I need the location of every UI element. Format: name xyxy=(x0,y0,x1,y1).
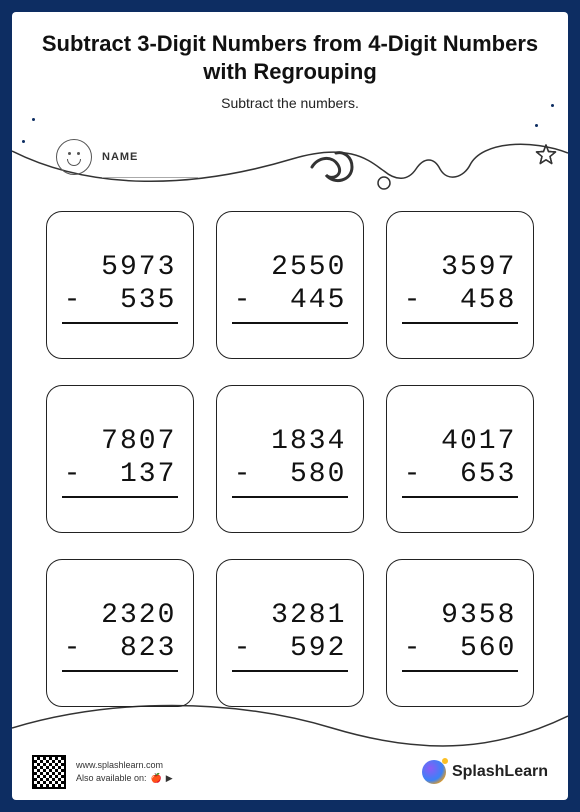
footer: www.splashlearn.com Also available on: 🍎… xyxy=(12,744,568,800)
answer-line[interactable] xyxy=(62,322,178,324)
problem-grid: 5973- 535 2550- 445 3597- 458 7807- 137 … xyxy=(12,211,568,707)
footer-url: www.splashlearn.com xyxy=(76,759,173,773)
subtrahend: - 535 xyxy=(64,285,177,316)
answer-line[interactable] xyxy=(402,670,518,672)
minuend: 5973 xyxy=(64,252,177,283)
problem-card: 2320- 823 xyxy=(46,559,194,707)
brand-name: SplashLearn xyxy=(452,763,548,781)
top-decoration: NAME xyxy=(12,121,568,199)
minuend: 3281 xyxy=(234,600,347,631)
subtrahend: - 580 xyxy=(234,459,347,490)
name-input-line[interactable] xyxy=(102,177,198,178)
footer-available: Also available on: xyxy=(76,772,147,786)
answer-line[interactable] xyxy=(402,496,518,498)
problem-card: 7807- 137 xyxy=(46,385,194,533)
minuend: 3597 xyxy=(404,252,517,283)
subtrahend: - 445 xyxy=(234,285,347,316)
minuend: 2320 xyxy=(64,600,177,631)
name-field: NAME xyxy=(56,139,138,175)
problem-card: 3597- 458 xyxy=(386,211,534,359)
problem-card: 9358- 560 xyxy=(386,559,534,707)
subtrahend: - 823 xyxy=(64,633,177,664)
minuend: 2550 xyxy=(234,252,347,283)
answer-line[interactable] xyxy=(232,496,348,498)
subtrahend: - 653 xyxy=(404,459,517,490)
answer-line[interactable] xyxy=(232,322,348,324)
subtrahend: - 560 xyxy=(404,633,517,664)
answer-line[interactable] xyxy=(232,670,348,672)
answer-line[interactable] xyxy=(62,670,178,672)
apple-icon: 🍎 xyxy=(151,772,162,786)
footer-text: www.splashlearn.com Also available on: 🍎… xyxy=(76,759,173,786)
minuend: 9358 xyxy=(404,600,517,631)
problem-card: 3281- 592 xyxy=(216,559,364,707)
qr-code-icon xyxy=(32,755,66,789)
name-label: NAME xyxy=(102,151,138,163)
answer-line[interactable] xyxy=(402,322,518,324)
play-icon: ▶ xyxy=(166,772,173,786)
dot-icon xyxy=(551,104,554,107)
answer-line[interactable] xyxy=(62,496,178,498)
subtrahend: - 137 xyxy=(64,459,177,490)
minuend: 7807 xyxy=(64,426,177,457)
problem-card: 5973- 535 xyxy=(46,211,194,359)
worksheet-subtitle: Subtract the numbers. xyxy=(12,95,568,111)
subtrahend: - 458 xyxy=(404,285,517,316)
problem-card: 4017- 653 xyxy=(386,385,534,533)
subtrahend: - 592 xyxy=(234,633,347,664)
minuend: 1834 xyxy=(234,426,347,457)
worksheet-page: Subtract 3-Digit Numbers from 4-Digit Nu… xyxy=(12,12,568,800)
problem-card: 2550- 445 xyxy=(216,211,364,359)
smiley-icon xyxy=(56,139,92,175)
problem-card: 1834- 580 xyxy=(216,385,364,533)
brand: SplashLearn xyxy=(422,760,548,784)
minuend: 4017 xyxy=(404,426,517,457)
worksheet-title: Subtract 3-Digit Numbers from 4-Digit Nu… xyxy=(12,12,568,91)
brand-logo-icon xyxy=(422,760,446,784)
